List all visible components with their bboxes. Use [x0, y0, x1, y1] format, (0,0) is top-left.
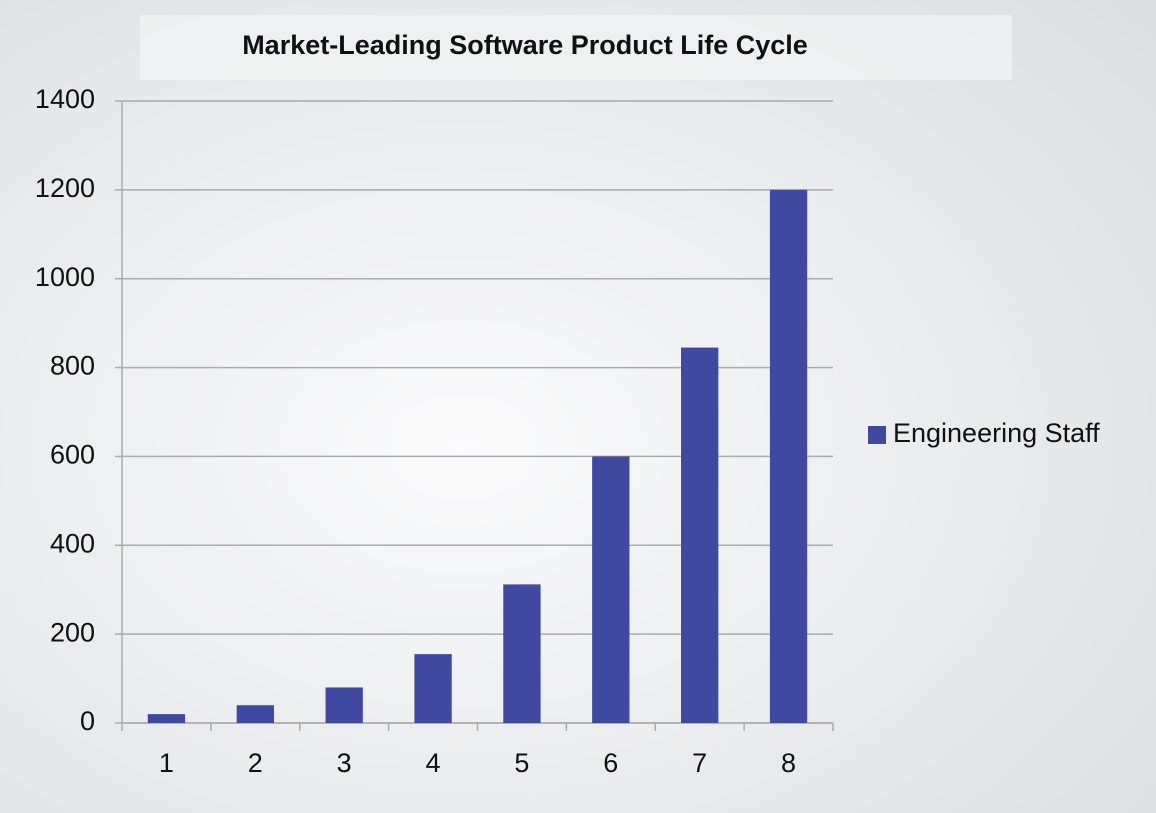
- legend-swatch: [868, 426, 886, 444]
- y-tick-label: 600: [50, 440, 95, 470]
- y-tick-label: 1400: [35, 84, 95, 114]
- bar: [769, 189, 808, 723]
- bar: [592, 456, 630, 723]
- x-tick-label: 4: [426, 748, 441, 778]
- bar: [325, 687, 363, 723]
- bar: [503, 584, 541, 723]
- bar: [236, 705, 274, 723]
- y-tick-label: 0: [80, 706, 95, 736]
- y-tick-label: 200: [50, 617, 95, 647]
- x-tick-label: 3: [337, 748, 352, 778]
- x-tick-label: 5: [514, 748, 529, 778]
- y-tick-label: 1200: [35, 173, 95, 203]
- x-tick-label: 1: [159, 748, 174, 778]
- x-tick-label: 8: [781, 748, 796, 778]
- legend-label: Engineering Staff: [893, 418, 1100, 448]
- bar: [414, 654, 452, 723]
- y-tick-label: 800: [50, 351, 95, 381]
- x-tick-label: 7: [692, 748, 707, 778]
- bar: [147, 714, 186, 723]
- title-box: [140, 15, 1012, 80]
- x-tick-label: 6: [603, 748, 618, 778]
- x-tick-label: 2: [248, 748, 263, 778]
- y-tick-label: 1000: [35, 262, 95, 292]
- chart-title: Market-Leading Software Product Life Cyc…: [242, 30, 808, 60]
- bar: [681, 347, 719, 723]
- y-tick-label: 400: [50, 528, 95, 558]
